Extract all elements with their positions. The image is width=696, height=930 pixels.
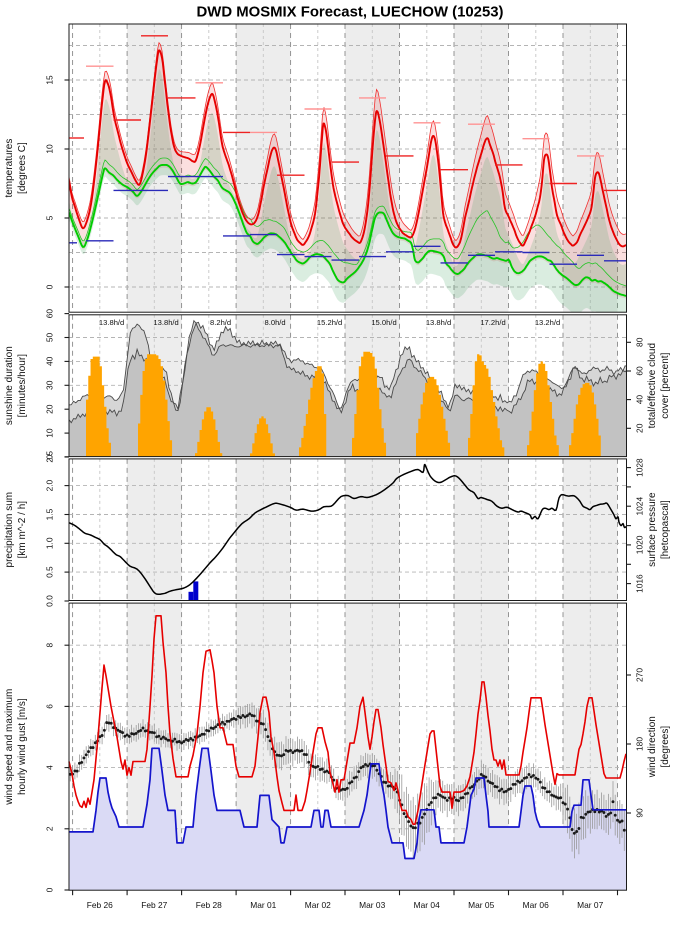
svg-text:Feb 26: Feb 26 [87,900,113,910]
svg-text:20: 20 [45,404,55,414]
svg-text:10: 10 [45,428,55,438]
svg-text:15.2h/d: 15.2h/d [317,318,342,327]
svg-text:Mar 07: Mar 07 [577,900,603,910]
svg-text:Mar 03: Mar 03 [359,900,385,910]
svg-text:[degrees]: [degrees] [660,726,671,768]
svg-text:10: 10 [45,144,55,154]
svg-text:20: 20 [635,423,645,433]
svg-text:60: 60 [45,309,55,319]
svg-text:80: 80 [635,337,645,347]
svg-text:cover [percent]: cover [percent] [660,352,671,418]
svg-text:sunshine duration: sunshine duration [4,346,15,425]
svg-text:Mar 05: Mar 05 [468,900,494,910]
svg-text:Mar 04: Mar 04 [414,900,440,910]
svg-text:wind speed and maximum: wind speed and maximum [4,689,15,806]
svg-text:[minutes/hour]: [minutes/hour] [17,354,28,418]
svg-text:40: 40 [45,356,55,366]
svg-text:40: 40 [635,395,645,405]
svg-text:13.8h/d: 13.8h/d [99,318,124,327]
svg-text:DWD MOSMIX Forecast, LUECHOW (: DWD MOSMIX Forecast, LUECHOW (10253) [197,5,504,21]
svg-text:180: 180 [635,737,645,751]
svg-text:0.0: 0.0 [45,595,55,607]
svg-text:1028: 1028 [635,458,645,477]
svg-text:0: 0 [45,284,55,289]
svg-text:17.2h/d: 17.2h/d [480,318,505,327]
svg-text:15.0h/d: 15.0h/d [371,318,396,327]
svg-text:total/effective cloud: total/effective cloud [647,343,658,428]
svg-text:hourly wind gust [m/s]: hourly wind gust [m/s] [17,698,28,795]
svg-text:Feb 27: Feb 27 [141,900,167,910]
svg-text:30: 30 [45,380,55,390]
svg-text:temperatures: temperatures [4,139,15,198]
svg-text:4: 4 [45,765,55,770]
svg-text:1.5: 1.5 [45,508,55,520]
svg-text:13.2h/d: 13.2h/d [535,318,560,327]
svg-text:2.0: 2.0 [45,479,55,491]
svg-text:0.5: 0.5 [45,566,55,578]
svg-text:0: 0 [45,887,55,892]
svg-text:[km m^-2 / h]: [km m^-2 / h] [17,501,28,559]
svg-text:270: 270 [635,668,645,682]
svg-text:15: 15 [45,75,55,85]
svg-text:[degrees C]: [degrees C] [17,142,28,194]
svg-text:surface pressure: surface pressure [647,492,658,567]
svg-text:2: 2 [45,826,55,831]
svg-text:8.0h/d: 8.0h/d [265,318,286,327]
svg-text:precipitation sum: precipitation sum [4,492,15,568]
svg-text:1.0: 1.0 [45,537,55,549]
svg-text:8: 8 [45,643,55,648]
svg-text:d: d [58,318,62,327]
svg-text:[hetcopascal]: [hetcopascal] [660,500,671,559]
svg-text:1024: 1024 [635,497,645,516]
svg-text:90: 90 [635,808,645,818]
svg-text:1020: 1020 [635,535,645,554]
svg-text:6: 6 [45,704,55,709]
svg-text:wind direction: wind direction [647,716,658,778]
svg-text:1016: 1016 [635,574,645,593]
svg-text:8.2h/d: 8.2h/d [210,318,231,327]
svg-text:Mar 02: Mar 02 [305,900,331,910]
svg-text:2.5: 2.5 [45,451,55,463]
svg-text:13.8h/d: 13.8h/d [426,318,451,327]
svg-text:Mar 06: Mar 06 [523,900,549,910]
svg-text:Feb 28: Feb 28 [196,900,222,910]
svg-text:13.8h/d: 13.8h/d [153,318,178,327]
svg-text:5: 5 [45,215,55,220]
svg-text:50: 50 [45,333,55,343]
svg-text:60: 60 [635,366,645,376]
svg-text:0: 0 [45,454,55,459]
svg-text:Mar 01: Mar 01 [250,900,276,910]
